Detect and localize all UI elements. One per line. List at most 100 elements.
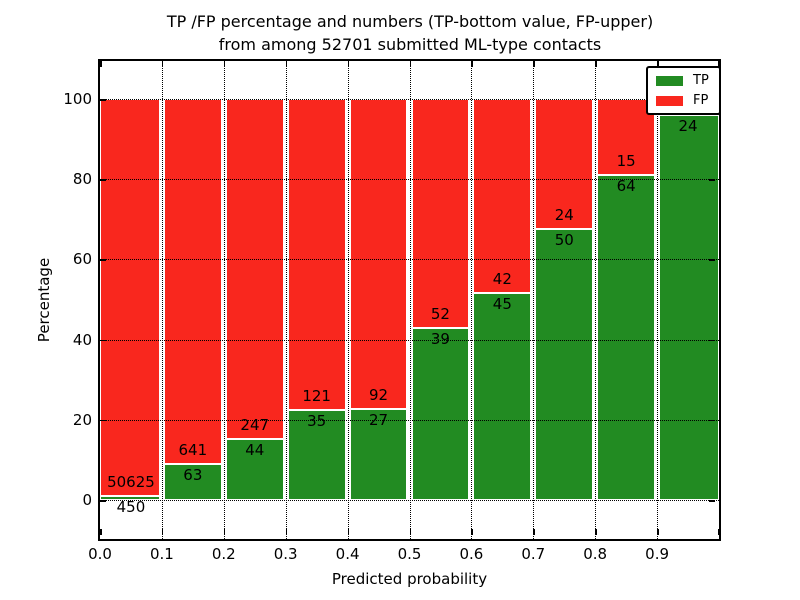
fp-count-label: 50625 — [107, 473, 155, 492]
axis-tick — [471, 61, 473, 67]
plot-area: 50625 450 641 63 247 44 121 35 92 27 52 39 42 45 24 50 1… — [98, 59, 721, 541]
tp-bar-segment — [535, 229, 594, 500]
fp-count-label: 15 — [616, 152, 636, 171]
tp-count-label: 450 — [116, 498, 146, 517]
v-gridline — [223, 61, 225, 539]
legend-label: TP — [693, 73, 709, 88]
tp-bar-segment — [411, 328, 470, 500]
axis-tick — [347, 61, 350, 67]
chart-title-line2: from among 52701 submitted ML-type conta… — [218, 35, 602, 54]
axis-tick — [595, 61, 597, 67]
axis-tick — [100, 179, 106, 181]
axis-tick — [100, 529, 102, 535]
axis-tick — [717, 61, 719, 67]
axis-tick — [285, 61, 288, 67]
fp-bar-segment — [349, 99, 408, 410]
v-gridline — [657, 61, 659, 539]
h-gridline — [100, 339, 719, 341]
chart-title: TP /FP percentage and numbers (TP-bottom… — [90, 10, 730, 56]
axis-tick — [709, 500, 715, 502]
fp-count-label: 24 — [554, 206, 574, 225]
tp-count-label: 63 — [183, 466, 203, 485]
fp-count-label: 92 — [368, 386, 389, 405]
tp-bar-segment — [597, 175, 656, 500]
tp-bar-segment — [163, 464, 222, 500]
axis-tick — [285, 529, 288, 535]
axis-tick — [471, 529, 473, 535]
axis-tick — [409, 529, 411, 535]
axis-tick — [100, 99, 106, 101]
v-gridline — [409, 61, 411, 539]
axis-tick — [161, 61, 164, 67]
h-gridline — [100, 500, 719, 501]
tp-count-label: 35 — [307, 412, 327, 431]
v-gridline — [533, 61, 535, 539]
x-tick-label: 0.0 — [88, 545, 112, 563]
x-tick-label: 0.9 — [645, 545, 670, 563]
axis-tick — [533, 61, 535, 67]
legend-item-tp: TP — [656, 74, 709, 87]
tp-count-label: 27 — [368, 411, 389, 430]
tp-count-label: 45 — [492, 294, 512, 313]
legend-swatch-tp — [656, 75, 683, 86]
axis-tick — [709, 179, 715, 181]
axis-tick — [709, 339, 715, 342]
fp-bar-segment — [287, 99, 346, 411]
h-gridline — [100, 259, 719, 261]
fp-bar-segment — [597, 99, 656, 176]
v-gridline — [347, 61, 349, 539]
axis-tick — [709, 419, 715, 422]
chart-title-line1: TP /FP percentage and numbers (TP-bottom… — [166, 12, 654, 31]
legend-label: FP — [693, 93, 709, 108]
tp-bar-segment — [100, 496, 160, 500]
axis-tick — [100, 339, 106, 342]
axis-tick — [595, 529, 597, 535]
v-gridline — [595, 61, 597, 539]
x-axis-label: Predicted probability — [331, 570, 488, 588]
tp-count-label: 50 — [554, 231, 574, 250]
fp-count-label: 121 — [302, 387, 331, 406]
x-tick-label: 0.6 — [459, 545, 484, 563]
tp-bar-segment — [349, 409, 408, 500]
fp-bar-segment — [411, 99, 470, 329]
axis-tick — [657, 529, 659, 535]
h-gridline — [100, 99, 719, 100]
axis-tick — [100, 259, 106, 261]
tp-count-label: 24 — [678, 117, 698, 136]
fp-bar-segment — [163, 99, 222, 465]
fp-count-label: 52 — [430, 305, 450, 324]
y-tick-label: 100 — [63, 90, 92, 108]
x-tick-label: 0.3 — [273, 545, 298, 563]
fp-count-label: 641 — [178, 441, 208, 460]
x-tick-label: 0.1 — [149, 545, 174, 563]
tp-bar-segment — [659, 115, 719, 500]
axis-tick — [100, 61, 102, 67]
v-gridline — [161, 61, 163, 539]
tp-bar-segment — [287, 410, 346, 500]
tp-bar-segment — [473, 292, 532, 500]
tp-count-label: 39 — [430, 330, 450, 349]
tp-bar-segment — [225, 439, 284, 500]
fp-count-label: 247 — [240, 416, 270, 435]
axis-tick — [709, 259, 715, 261]
h-gridline — [100, 179, 719, 181]
y-tick-label: 0 — [82, 491, 92, 509]
fp-bar-segment — [473, 99, 532, 293]
tp-count-label: 64 — [616, 177, 636, 196]
x-tick-label: 0.8 — [583, 545, 608, 563]
axis-tick — [100, 500, 106, 502]
v-gridline — [285, 61, 287, 539]
axis-tick — [409, 61, 411, 67]
h-gridline — [100, 419, 719, 421]
y-tick-label: 20 — [72, 410, 92, 429]
x-tick-label: 0.7 — [521, 545, 546, 563]
y-tick-label: 80 — [72, 170, 92, 189]
y-tick-label: 60 — [72, 250, 92, 269]
legend: TP FP — [646, 66, 719, 115]
x-tick-label: 0.5 — [397, 545, 422, 563]
tp-count-label: 44 — [245, 441, 265, 460]
fp-bar-segment — [535, 99, 594, 230]
axis-tick — [100, 419, 106, 422]
axis-tick — [347, 529, 350, 535]
axis-tick — [533, 529, 535, 535]
